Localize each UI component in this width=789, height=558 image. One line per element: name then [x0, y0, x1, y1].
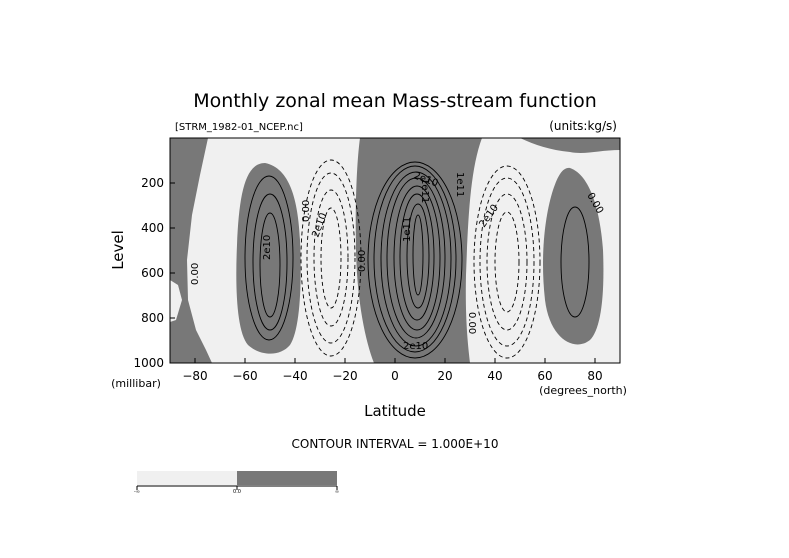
y-tick-label: 200: [141, 176, 164, 190]
x-tick-label: 0: [391, 369, 399, 383]
positive-contours-north: [560, 206, 590, 318]
x-tick-label: 20: [437, 369, 452, 383]
positive-contours-central: [367, 161, 463, 359]
contour-label: 2e10: [262, 235, 273, 260]
x-tick-label: −60: [232, 369, 257, 383]
colorbar-label: ∞: [335, 489, 339, 495]
contour-label: 0.00: [357, 250, 368, 272]
x-axis-label: Latitude: [364, 402, 426, 420]
negative-contours-south: [300, 159, 362, 357]
x-tick-label: 80: [587, 369, 602, 383]
contour-label: 1e11: [419, 178, 430, 203]
y-axis-label: Level: [109, 230, 127, 270]
contour-interval-text: CONTOUR INTERVAL = 1.000E+10: [292, 437, 499, 451]
contour-label: 0.00: [301, 200, 312, 222]
positive-contours-south: [244, 175, 294, 341]
colorbar: -∞ 0.0 ∞: [134, 471, 339, 495]
negative-contours-north: [473, 165, 541, 359]
y-axis: 200 400 600 800 1000: [133, 176, 175, 370]
contour-label: 2e10: [403, 341, 428, 352]
colorbar-positive: [237, 471, 337, 485]
colorbar-negative: [137, 471, 237, 485]
chart-title: Monthly zonal mean Mass-stream function: [193, 90, 597, 112]
y-tick-label: 400: [141, 221, 164, 235]
contour-label: 1e11: [402, 217, 413, 242]
contour-label: 0.00: [190, 263, 201, 285]
y-tick-label: 800: [141, 311, 164, 325]
colorbar-label: 0.0: [233, 489, 241, 495]
y-units-label: (millibar): [111, 377, 161, 390]
units-note: (units:kg/s): [549, 119, 617, 133]
contour-label: 0.00: [466, 312, 477, 334]
x-tick-label: −20: [332, 369, 357, 383]
y-tick-label: 1000: [133, 356, 164, 370]
x-tick-label: −80: [182, 369, 207, 383]
positive-region-north-mid: [542, 167, 604, 345]
positive-region-north-top: [520, 138, 620, 153]
x-tick-label: −40: [282, 369, 307, 383]
source-file-label: [STRM_1982-01_NCEP.nc]: [175, 122, 303, 133]
positive-region-south-mid: [236, 163, 301, 354]
x-tick-label: 60: [537, 369, 552, 383]
negative-notch: [170, 280, 182, 322]
colorbar-label: -∞: [134, 489, 140, 495]
y-tick-label: 600: [141, 266, 164, 280]
x-axis: −80 −60 −40 −20 0 20 40 60 80: [182, 358, 603, 383]
positive-region-northpole-top: [170, 138, 212, 363]
contour-label: 1e11: [454, 172, 465, 197]
x-tick-label: 40: [487, 369, 502, 383]
x-units-label: (degrees_north): [539, 384, 627, 397]
